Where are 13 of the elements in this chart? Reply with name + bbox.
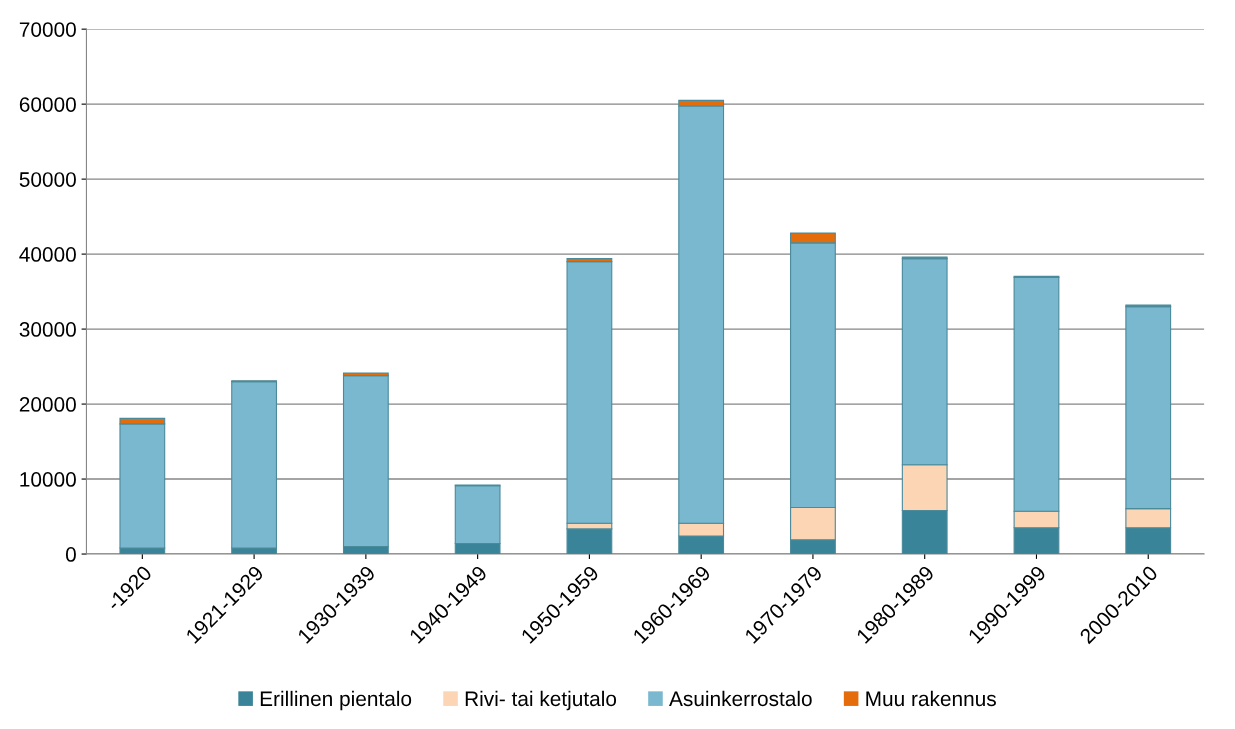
y-tick-label: 40000: [19, 247, 76, 262]
y-tick-label: 70000: [19, 22, 76, 37]
legend-label: Rivi- tai ketjutalo: [465, 690, 617, 711]
y-tick-label: 30000: [19, 322, 76, 337]
y-tick-label: 60000: [19, 97, 76, 112]
y-tick-label: 10000: [20, 472, 76, 487]
legend-label: Erillinen pientalo: [260, 690, 412, 711]
y-tick-label: 20000: [19, 397, 76, 412]
legend-label: Muu rakennus: [866, 690, 996, 707]
y-tick-label: 0: [65, 547, 76, 562]
bar: [566, 528, 613, 555]
y-tick-label: 50000: [19, 172, 76, 187]
legend-label: Asuinkerrostalo: [669, 690, 812, 707]
